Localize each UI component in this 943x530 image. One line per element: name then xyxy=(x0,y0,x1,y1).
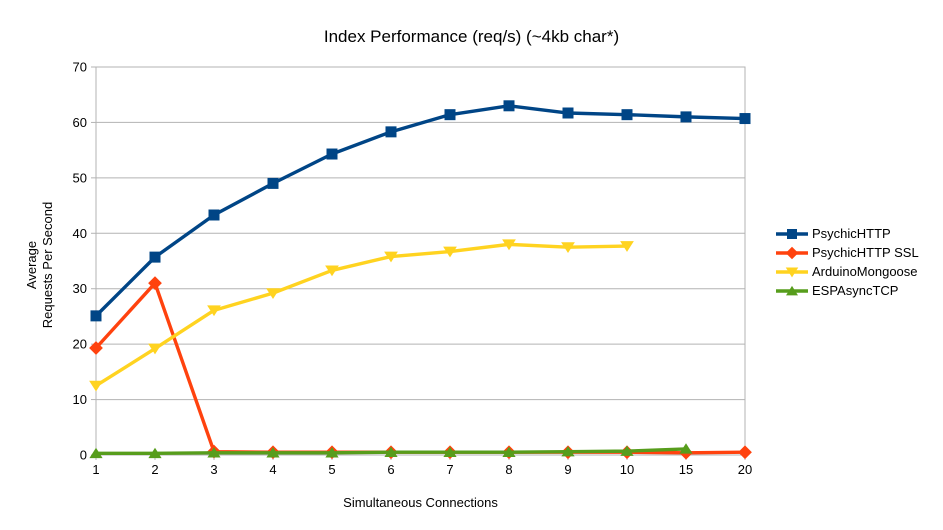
legend-label: ArduinoMongoose xyxy=(812,264,918,279)
data-point-triangle-up xyxy=(266,447,280,458)
data-point-square xyxy=(680,111,692,123)
y-tick-label: 30 xyxy=(73,281,87,296)
data-point-triangle-up xyxy=(443,446,457,457)
data-point-triangle-up xyxy=(502,446,516,457)
data-point-triangle-down xyxy=(148,343,162,355)
data-point-square xyxy=(787,228,797,239)
x-tick-label: 4 xyxy=(269,462,276,477)
x-tick-label: 8 xyxy=(505,462,512,477)
data-point-square xyxy=(621,109,633,121)
x-tick-label: 15 xyxy=(679,462,693,477)
legend-item-psychichttp-ssl: PsychicHTTP SSL xyxy=(776,243,919,262)
data-point-triangle-down xyxy=(502,239,516,251)
legend-marker-triangle-up-icon xyxy=(776,285,808,295)
data-point-triangle-down xyxy=(443,246,457,258)
data-point-triangle-up xyxy=(620,445,634,456)
legend-label: PsychicHTTP xyxy=(812,226,891,241)
data-point-triangle-down xyxy=(266,288,280,299)
data-point-square xyxy=(503,100,515,112)
y-tick-label: 10 xyxy=(73,392,87,407)
legend-marker-diamond-icon xyxy=(776,246,808,259)
y-tick-label: 50 xyxy=(73,170,87,185)
data-point-square xyxy=(385,126,397,138)
data-point-triangle-down xyxy=(785,267,799,277)
legend-item-psychichttp: PsychicHTTP xyxy=(776,224,919,243)
data-point-triangle-down xyxy=(384,251,398,263)
data-point-square xyxy=(208,209,220,221)
legend-label: ESPAsyncTCP xyxy=(812,283,899,298)
y-tick-label: 0 xyxy=(80,448,87,463)
data-point-square xyxy=(562,107,574,119)
data-point-diamond xyxy=(738,445,752,460)
data-point-triangle-up xyxy=(207,447,221,458)
y-tick-label: 60 xyxy=(73,115,87,130)
data-point-triangle-down xyxy=(561,242,575,253)
data-point-square xyxy=(267,177,279,189)
data-point-triangle-up xyxy=(325,447,339,458)
data-point-square xyxy=(739,113,751,125)
data-point-triangle-up xyxy=(786,285,798,295)
data-point-triangle-down xyxy=(325,265,339,277)
data-point-square xyxy=(444,109,456,121)
x-tick-label: 9 xyxy=(564,462,571,477)
y-tick-label: 20 xyxy=(73,337,87,352)
data-point-triangle-up xyxy=(679,443,693,454)
data-point-triangle-up xyxy=(148,447,162,459)
data-point-triangle-up xyxy=(89,447,103,459)
plot-border xyxy=(95,66,746,456)
x-tick-label: 1 xyxy=(92,462,99,477)
data-point-triangle-down xyxy=(89,380,103,392)
legend: PsychicHTTP PsychicHTTP SSL ArduinoMongo… xyxy=(776,224,919,300)
series-line-arduinomongoose xyxy=(94,242,629,388)
x-tick-label: 20 xyxy=(738,462,752,477)
x-tick-label: 10 xyxy=(620,462,634,477)
y-tick-label: 40 xyxy=(73,226,87,241)
data-point-diamond xyxy=(148,276,162,291)
data-point-triangle-up xyxy=(384,446,398,457)
x-tick-label: 7 xyxy=(446,462,453,477)
x-tick-label: 3 xyxy=(210,462,217,477)
data-point-square xyxy=(90,310,102,322)
data-point-diamond xyxy=(785,246,799,259)
legend-item-arduinomongoose: ArduinoMongoose xyxy=(776,262,919,281)
x-axis-title: Simultaneous Connections xyxy=(343,495,498,510)
legend-label: PsychicHTTP SSL xyxy=(812,245,919,260)
x-tick-label: 5 xyxy=(328,462,335,477)
series-line-psychichttp-ssl xyxy=(94,281,747,455)
data-point-diamond xyxy=(89,341,103,355)
data-point-triangle-down xyxy=(620,241,634,252)
legend-marker-triangle-down-icon xyxy=(776,267,808,277)
chart-title: Index Performance (req/s) (~4kb char*) xyxy=(323,27,620,46)
data-point-square xyxy=(326,148,338,160)
series-line-psychichttp xyxy=(94,104,747,318)
data-point-triangle-down xyxy=(207,305,221,317)
legend-marker-square-icon xyxy=(776,228,808,239)
legend-item-espasynctcp: ESPAsyncTCP xyxy=(776,281,919,300)
x-tick-label: 6 xyxy=(387,462,394,477)
data-point-triangle-up xyxy=(561,446,575,457)
data-point-square xyxy=(149,251,161,263)
y-tick-label: 70 xyxy=(73,60,87,75)
x-tick-label: 2 xyxy=(151,462,158,477)
